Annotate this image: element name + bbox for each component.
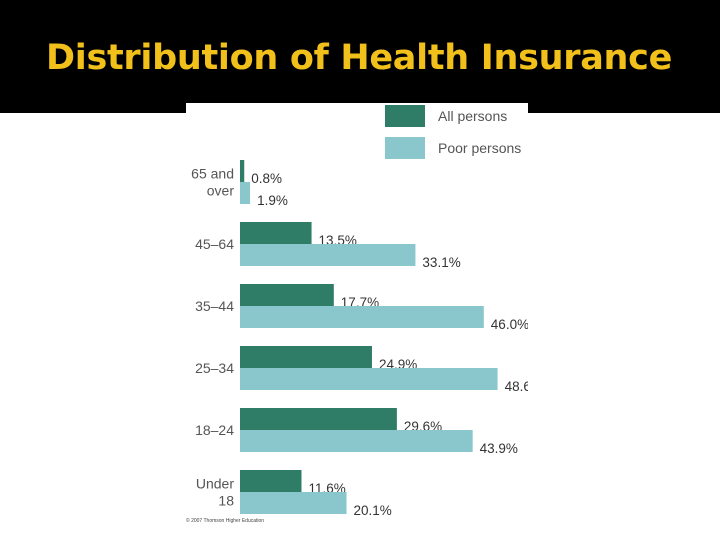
data-label: 33.1% bbox=[422, 255, 460, 270]
bar-all-persons bbox=[240, 284, 334, 306]
bar-all-persons bbox=[240, 222, 312, 244]
bar-poor-persons bbox=[240, 492, 347, 514]
category-label: Under bbox=[196, 476, 234, 492]
category-label: 18–24 bbox=[195, 422, 234, 438]
bar-poor-persons bbox=[240, 306, 484, 328]
category-label: 35–44 bbox=[195, 298, 234, 314]
data-label: 0.8% bbox=[251, 171, 282, 186]
chart-panel: 65 and over 0.8% 1.9% 45–64 13.5% 33.1% 35–44 17… bbox=[186, 103, 528, 527]
data-label: 20.1% bbox=[354, 503, 392, 518]
category-label: 45–64 bbox=[195, 236, 234, 252]
data-label: 43.9% bbox=[480, 441, 518, 456]
credit-text: © 2007 Thomson Higher Education bbox=[186, 517, 264, 524]
bar-poor-persons bbox=[240, 244, 416, 266]
category-label: 18 bbox=[218, 493, 234, 509]
legend-label: All persons bbox=[438, 108, 507, 124]
data-label: 46.0% bbox=[491, 317, 528, 332]
slide-title: Distribution of Health Insurance bbox=[46, 38, 673, 78]
bar-all-persons bbox=[240, 408, 397, 430]
data-label: 48.6% bbox=[505, 379, 528, 394]
legend-swatch-poor-persons bbox=[385, 137, 425, 159]
title-bar bbox=[0, 0, 720, 113]
bar-all-persons bbox=[240, 346, 372, 368]
category-label: 25–34 bbox=[195, 360, 234, 376]
category-label: 65 and bbox=[191, 166, 234, 182]
bar-all-persons bbox=[240, 160, 245, 182]
legend-label: Poor persons bbox=[438, 140, 521, 156]
bar-all-persons bbox=[240, 470, 302, 492]
bar-poor-persons bbox=[240, 368, 498, 390]
bar-poor-persons bbox=[240, 430, 473, 452]
data-label: 1.9% bbox=[257, 193, 288, 208]
bar-poor-persons bbox=[240, 182, 251, 204]
legend-swatch-all-persons bbox=[385, 105, 425, 127]
category-label: over bbox=[207, 183, 235, 199]
